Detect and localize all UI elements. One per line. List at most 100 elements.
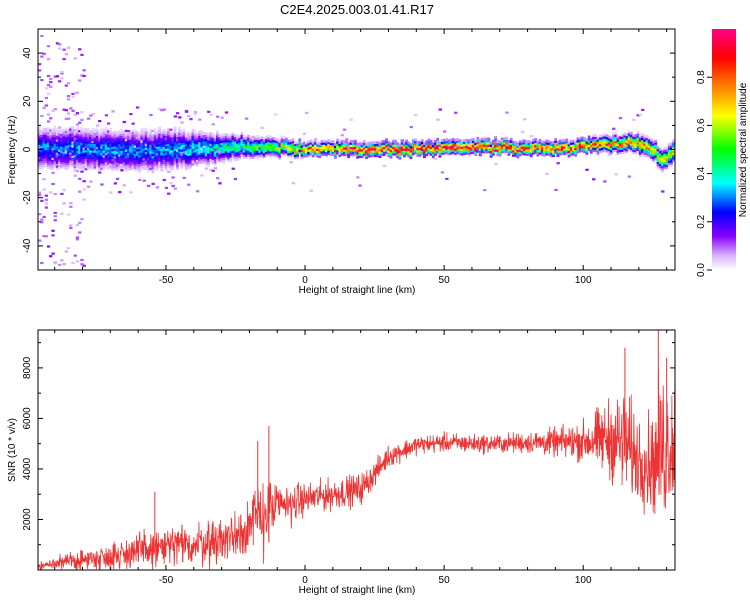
heatmap-cell (614, 134, 618, 137)
heatmap-cell (153, 139, 157, 142)
heatmap-cell (454, 148, 457, 151)
heatmap-cell (661, 156, 664, 160)
heatmap-cell (171, 134, 175, 138)
heatmap-cell (66, 164, 70, 168)
heatmap-cell (224, 148, 228, 152)
heatmap-cell (98, 162, 101, 166)
heatmap-cell (64, 153, 68, 157)
heatmap-cell (51, 147, 55, 151)
heatmap-cell (396, 151, 400, 154)
heatmap-cell (545, 146, 549, 149)
heatmap-cell (100, 152, 104, 156)
heatmap-cell (60, 146, 64, 149)
heatmap-noise (51, 109, 55, 112)
heatmap-noise (191, 163, 195, 166)
heatmap-cell (196, 161, 199, 164)
heatmap-cell (42, 145, 46, 148)
heatmap-cell (176, 142, 179, 146)
heatmap-cell (505, 145, 509, 149)
colorbar-gradient (712, 29, 736, 270)
heatmap-cell (40, 140, 43, 144)
heatmap-cell (554, 142, 558, 145)
heatmap-cell (155, 163, 159, 167)
heatmap-cell (271, 146, 275, 149)
heatmap-cell (596, 136, 600, 140)
heatmap-cell (202, 158, 206, 161)
heatmap-cell (73, 154, 77, 158)
heatmap-cell (113, 145, 117, 149)
heatmap-cell (109, 138, 112, 142)
heatmap-cell (104, 131, 108, 134)
heatmap-cell (71, 143, 75, 146)
heatmap-cell (603, 140, 606, 143)
heatmap-noise (51, 150, 55, 153)
heatmap-noise (135, 106, 140, 109)
heatmap-cell (645, 141, 649, 145)
heatmap-cell (585, 141, 589, 144)
heatmap-noise (273, 113, 278, 116)
heatmap-noise (171, 184, 175, 188)
heatmap-noise (46, 120, 51, 123)
heatmap-cell (287, 154, 290, 158)
heatmap-cell (349, 152, 353, 156)
heatmap-cell (133, 142, 137, 146)
heatmap-cell (138, 168, 141, 171)
heatmap-cell (240, 142, 244, 146)
heatmap-cell (523, 143, 526, 147)
heatmap-cell (358, 153, 362, 156)
heatmap-cell (349, 146, 353, 150)
heatmap-cell (621, 151, 624, 155)
heatmap-noise (78, 231, 82, 234)
heatmap-cell (111, 157, 115, 160)
heatmap-cell (98, 138, 101, 142)
heatmap-cell (182, 148, 186, 152)
heatmap-noise (111, 110, 115, 113)
heatmap-cell (115, 153, 119, 156)
heatmap-cell (198, 137, 201, 141)
heatmap-cell (200, 145, 204, 149)
heatmap-cell (151, 136, 155, 139)
heatmap-cell (91, 156, 95, 160)
heatmap-cell (409, 152, 413, 155)
heatmap-cell (118, 163, 121, 166)
heatmap-cell (147, 136, 150, 140)
heatmap-cell (196, 137, 199, 141)
heatmap-cell (193, 147, 197, 151)
heatmap-cell (282, 142, 286, 146)
heatmap-cell (176, 138, 179, 142)
heatmap-cell (661, 161, 664, 164)
heatmap-cell (496, 148, 500, 152)
heatmap-cell (184, 134, 188, 138)
heatmap-cell (162, 146, 166, 150)
heatmap-cell (572, 144, 575, 147)
heatmap-cell (258, 152, 262, 155)
heatmap-cell (525, 144, 529, 148)
heatmap-cell (305, 154, 308, 158)
heatmap-cell (300, 142, 304, 146)
heatmap-cell (251, 153, 255, 157)
heatmap-noise (133, 145, 137, 148)
heatmap-cell (532, 145, 535, 149)
heatmap-cell (238, 152, 242, 156)
heatmap-cell (115, 151, 119, 154)
heatmap-cell (222, 144, 226, 147)
heatmap-cell (636, 130, 640, 134)
heatmap-cell (540, 140, 544, 144)
heatmap-cell (207, 159, 210, 163)
heatmap-cell (394, 141, 397, 145)
heatmap-cell (485, 150, 489, 154)
heatmap-cell (184, 143, 188, 147)
heatmap-cell (75, 141, 79, 145)
heatmap-noise (49, 255, 53, 258)
heatmap-cell (120, 137, 124, 141)
heatmap-cell (612, 140, 615, 144)
heatmap-cell (109, 128, 112, 131)
heatmap-cell (87, 149, 90, 153)
heatmap-cell (204, 151, 208, 155)
heatmap-cell (496, 142, 500, 146)
heatmap-cell (592, 147, 595, 150)
heatmap-cell (500, 148, 504, 152)
heatmap-cell (385, 144, 388, 148)
heatmap-cell (229, 146, 233, 150)
heatmap-cell (71, 158, 75, 161)
